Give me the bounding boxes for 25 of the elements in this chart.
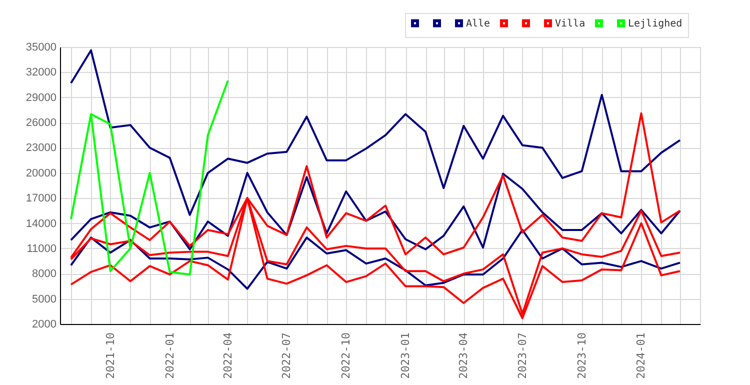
y-tick-label: 5000 <box>32 293 56 306</box>
y-tick-label: 20000 <box>26 167 56 180</box>
y-tick-label: 2000 <box>32 318 56 330</box>
x-tick-label: 2022-07 <box>280 332 294 379</box>
y-tick-label: 14000 <box>26 218 56 230</box>
y-tick-label: 23000 <box>26 142 56 154</box>
x-tick-label: 2021-10 <box>104 332 117 379</box>
legend-label: Villa <box>555 18 586 30</box>
y-tick-label: 8000 <box>32 268 56 280</box>
x-tick-label: 2023-01 <box>399 332 412 379</box>
legend-label: Lejlighed <box>628 18 682 30</box>
y-tick-label: 11000 <box>26 242 56 255</box>
x-tick-label: 2022-04 <box>221 332 234 379</box>
x-tick-label: 2023-04 <box>457 332 470 379</box>
x-tick-label: 2022-10 <box>340 332 353 379</box>
x-tick-label: 2023-10 <box>575 332 588 379</box>
x-tick-label: 2024-01 <box>634 332 648 379</box>
x-tick-label: 2023-07 <box>516 332 529 379</box>
y-tick-label: 26000 <box>26 117 56 130</box>
x-tick-label: 2022-01 <box>163 332 176 379</box>
legend-label: Alle <box>466 18 490 30</box>
y-tick-label: 29000 <box>26 92 56 104</box>
y-tick-label: 17000 <box>26 192 56 205</box>
y-tick-label: 35000 <box>26 42 56 54</box>
y-tick-label: 32000 <box>26 66 56 79</box>
